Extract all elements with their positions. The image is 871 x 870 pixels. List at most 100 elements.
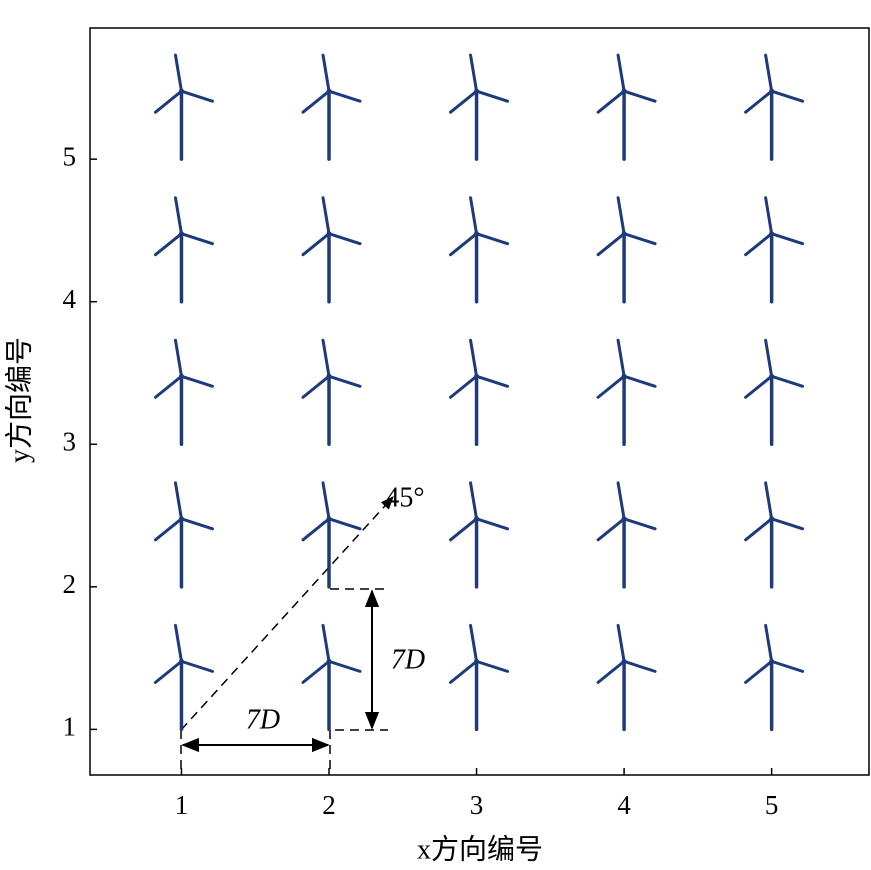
hub <box>474 231 480 237</box>
blade <box>744 89 774 114</box>
blade <box>622 659 657 673</box>
blade <box>327 232 362 246</box>
blade <box>770 374 805 388</box>
y-tick-label: 4 <box>63 284 77 314</box>
hub <box>621 516 627 522</box>
wind-turbine <box>449 623 510 732</box>
blade <box>301 89 331 114</box>
blade <box>475 232 510 246</box>
wind-turbine <box>449 196 510 304</box>
blade <box>475 89 510 103</box>
hub <box>178 88 184 94</box>
blade <box>449 232 479 257</box>
wind-turbine <box>153 53 214 161</box>
blade <box>173 481 183 521</box>
blade <box>321 338 331 378</box>
hub <box>326 516 332 522</box>
blade <box>616 338 626 378</box>
blade <box>301 374 331 399</box>
wind-turbine <box>596 481 657 589</box>
wind-turbine <box>449 338 510 447</box>
y-tick-label: 1 <box>63 712 77 742</box>
blade <box>179 374 214 388</box>
x-tick-label: 1 <box>175 790 189 820</box>
blade <box>770 232 805 246</box>
blade <box>327 517 362 531</box>
blade <box>321 196 331 236</box>
hub <box>474 658 480 664</box>
blade <box>179 232 214 246</box>
wind-turbine <box>301 481 362 589</box>
blade <box>173 196 183 236</box>
blade <box>475 659 510 673</box>
blade <box>449 89 479 114</box>
hub <box>474 373 480 379</box>
hub <box>474 516 480 522</box>
y-tick-label: 3 <box>63 426 77 456</box>
blade <box>616 196 626 236</box>
wind-turbine <box>153 481 214 589</box>
x-tick-label: 3 <box>470 790 484 820</box>
hub <box>326 231 332 237</box>
hub <box>178 373 184 379</box>
hub <box>178 231 184 237</box>
hub <box>621 231 627 237</box>
blade <box>764 53 774 93</box>
hub <box>621 373 627 379</box>
blade <box>616 481 626 521</box>
blade <box>616 623 626 663</box>
wind-turbine <box>744 623 805 732</box>
wind-turbine <box>744 481 805 589</box>
x-tick-label: 4 <box>617 790 631 820</box>
wind-turbine <box>596 196 657 304</box>
blade <box>469 196 479 236</box>
wind-turbine <box>153 338 214 447</box>
wind-turbine <box>596 338 657 447</box>
blade <box>173 338 183 378</box>
plot-frame <box>89 27 870 776</box>
hub <box>474 88 480 94</box>
blade <box>179 659 214 673</box>
blade <box>301 659 331 684</box>
blade <box>622 89 657 103</box>
blade <box>596 659 626 684</box>
blade <box>622 232 657 246</box>
blade <box>153 232 183 257</box>
hub <box>769 88 775 94</box>
wind-turbine <box>596 53 657 161</box>
blade <box>744 517 774 542</box>
hub <box>326 373 332 379</box>
blade <box>469 481 479 521</box>
blade <box>770 89 805 103</box>
blade <box>327 374 362 388</box>
guides <box>180 496 394 775</box>
blade <box>469 338 479 378</box>
blade <box>321 623 331 663</box>
blade <box>596 517 626 542</box>
blade <box>153 659 183 684</box>
wind-turbine <box>301 53 362 161</box>
x-axis-label: x方向编号 <box>417 833 543 865</box>
blade <box>764 338 774 378</box>
blade <box>475 517 510 531</box>
wind-turbine <box>301 196 362 304</box>
hub <box>326 88 332 94</box>
blade <box>301 232 331 257</box>
y-tick-label: 5 <box>63 141 77 171</box>
blade <box>327 659 362 673</box>
blade <box>770 659 805 673</box>
wind-turbine <box>744 338 805 447</box>
blade <box>153 517 183 542</box>
wind-turbine <box>449 481 510 589</box>
blade <box>153 89 183 114</box>
blade <box>449 374 479 399</box>
blade <box>469 623 479 663</box>
blade <box>321 481 331 521</box>
wind-turbine <box>301 623 362 732</box>
spacing-label: 7D <box>246 704 280 735</box>
blade <box>616 53 626 93</box>
angle-label: 45° <box>385 482 424 513</box>
wind-turbine <box>153 623 214 732</box>
x-tick-label: 5 <box>765 790 779 820</box>
